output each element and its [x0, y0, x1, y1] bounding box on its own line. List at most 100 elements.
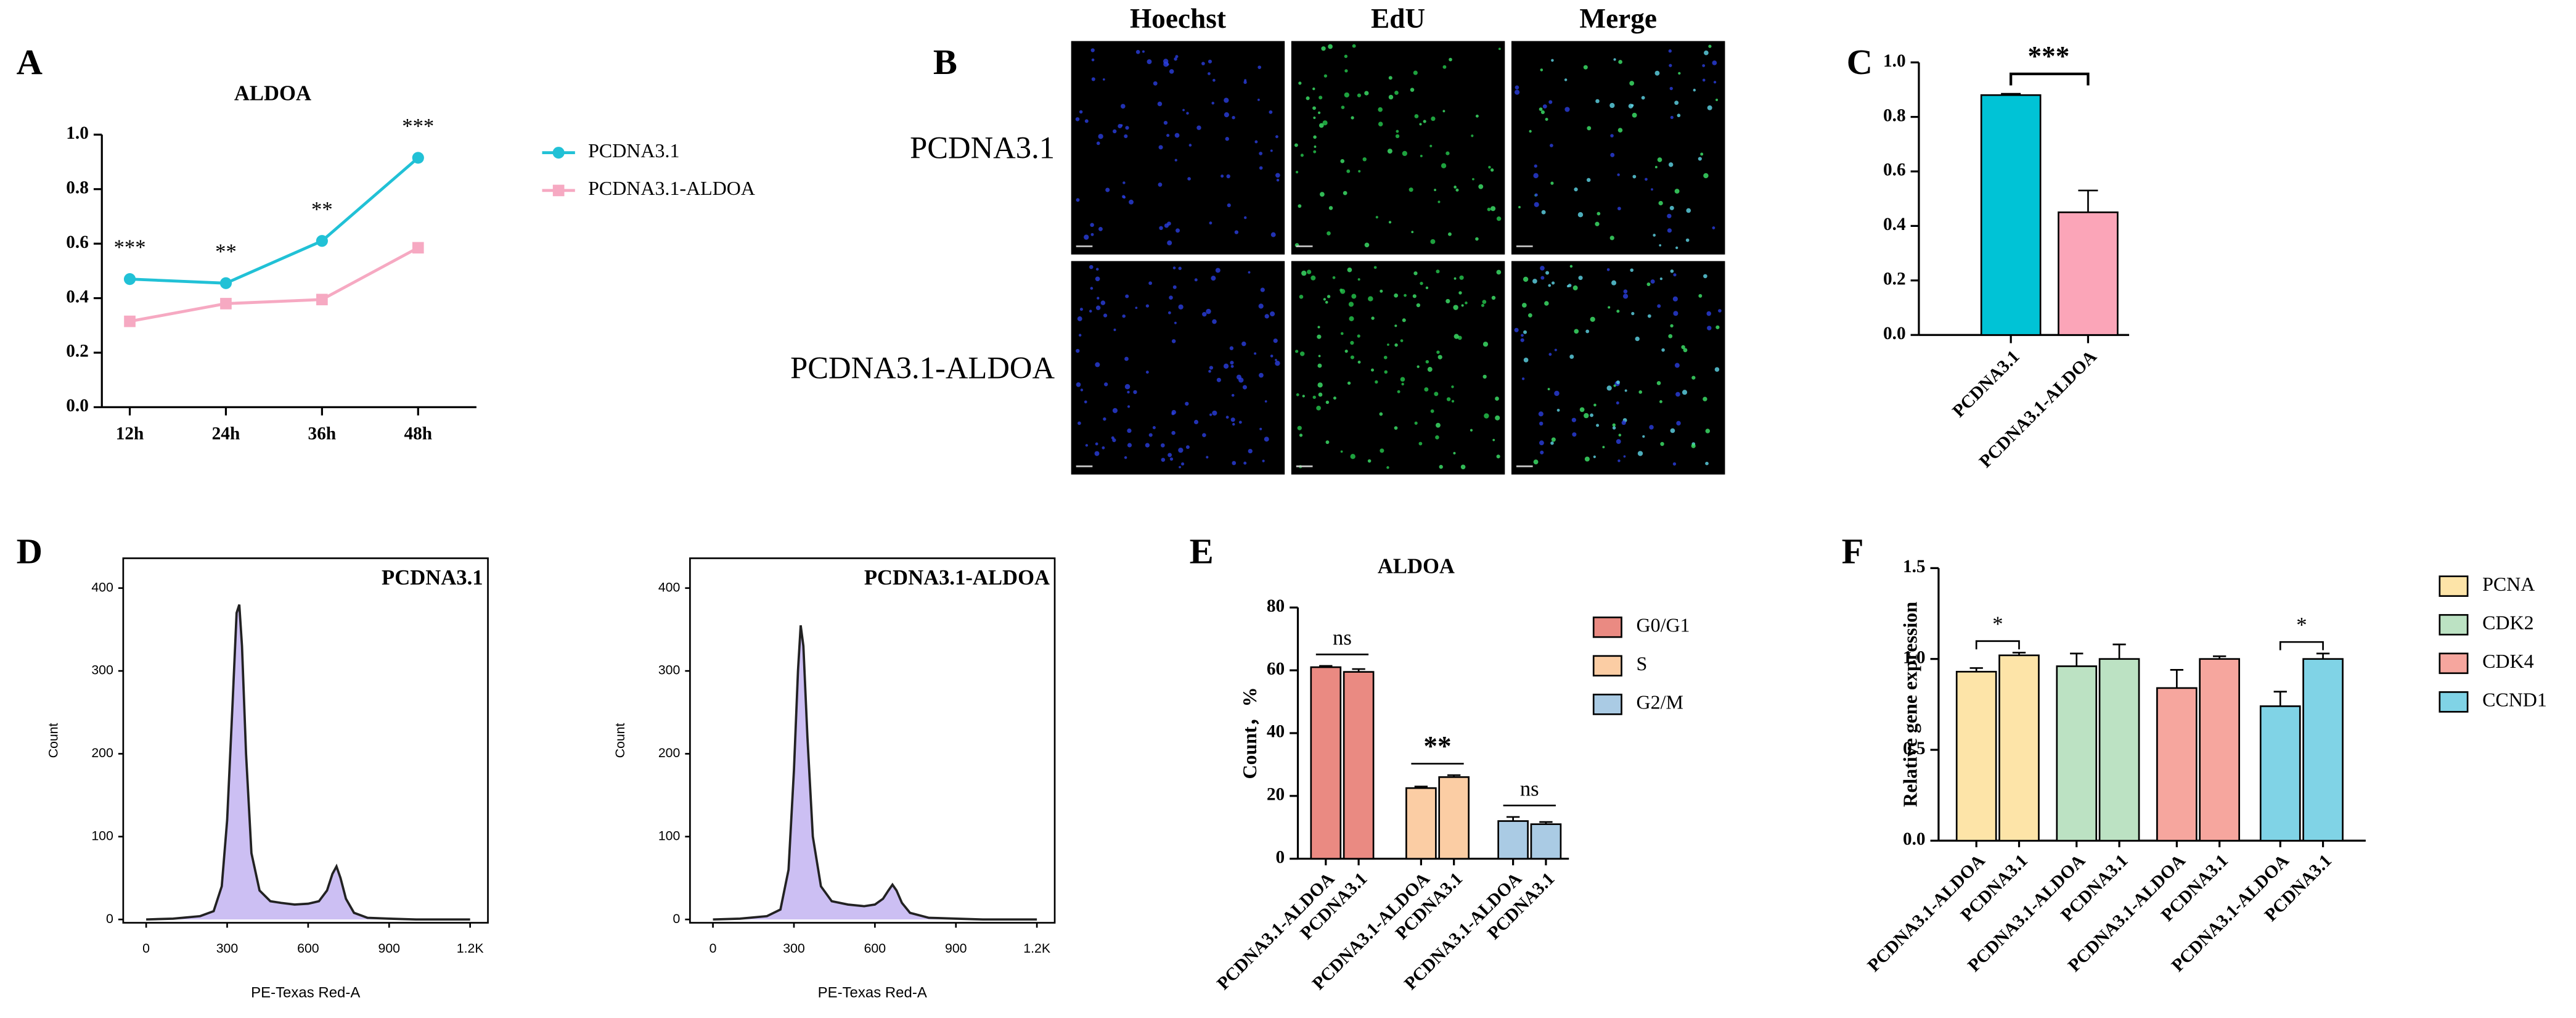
micrograph	[1291, 41, 1505, 255]
cell	[1593, 403, 1597, 407]
x-tick-label: 0	[142, 941, 150, 956]
cell	[1299, 295, 1304, 299]
y-tick-label: 20	[1267, 785, 1285, 805]
bracket	[2279, 641, 2324, 651]
cell	[1340, 289, 1346, 294]
cell	[1715, 325, 1720, 329]
y-tick-label: 200	[658, 745, 681, 760]
cell	[1534, 202, 1539, 207]
cell	[1703, 396, 1707, 401]
cell	[1161, 458, 1166, 462]
cell	[1621, 420, 1626, 425]
cell	[1484, 413, 1489, 419]
cell	[1125, 126, 1129, 130]
cell	[1201, 62, 1205, 65]
cell	[1657, 157, 1662, 162]
cell	[1659, 400, 1662, 403]
cell	[1540, 266, 1545, 271]
series-line	[129, 157, 419, 285]
cell	[1211, 276, 1216, 281]
cell	[1631, 311, 1635, 316]
cell	[1544, 301, 1549, 306]
legend-swatch	[2439, 652, 2469, 675]
cell	[1667, 213, 1672, 219]
cell	[1301, 270, 1307, 276]
annotation: ***	[2028, 41, 2070, 72]
cell	[1554, 390, 1560, 396]
cell	[1270, 355, 1274, 358]
cell	[1597, 211, 1601, 216]
cell	[1169, 295, 1173, 300]
y-tick-label: 0.6	[66, 232, 89, 252]
cell	[1310, 275, 1316, 281]
cell	[1439, 464, 1443, 469]
cell	[1215, 268, 1221, 273]
cell	[1153, 81, 1158, 86]
cell	[1236, 374, 1241, 380]
cell	[1224, 112, 1229, 118]
cell	[1383, 355, 1388, 359]
cell	[1350, 340, 1354, 345]
cell	[1472, 178, 1474, 181]
cell	[1152, 426, 1156, 430]
cell	[1350, 355, 1354, 359]
cell	[1202, 433, 1206, 438]
cell	[1323, 298, 1327, 301]
cell	[1623, 289, 1628, 293]
cell	[1713, 81, 1717, 84]
bracket	[1975, 640, 2020, 650]
cell	[1257, 98, 1260, 101]
cell	[1610, 134, 1614, 138]
cell	[1090, 48, 1095, 52]
cell	[1344, 54, 1348, 59]
cell	[1496, 454, 1500, 459]
cell	[1437, 200, 1441, 203]
cell	[1685, 238, 1690, 242]
column-label: Hoechst	[1130, 3, 1226, 34]
cell	[1590, 413, 1593, 417]
cell	[1445, 298, 1450, 304]
cell	[1470, 429, 1473, 432]
annotation: **	[1423, 731, 1451, 761]
annotation: **	[311, 198, 333, 221]
cell	[1121, 104, 1126, 109]
cell	[1616, 380, 1620, 385]
histogram-fill	[713, 625, 1037, 920]
cell	[1307, 269, 1312, 274]
annotation: ***	[114, 236, 146, 260]
cell	[1102, 446, 1105, 449]
cell	[1596, 424, 1600, 427]
cell	[1451, 385, 1454, 388]
cell	[1206, 456, 1209, 459]
cell	[1227, 203, 1231, 207]
annotation: ns	[1520, 777, 1539, 800]
cell	[1590, 316, 1595, 322]
cell	[1095, 276, 1100, 282]
cell	[1212, 319, 1217, 324]
bar	[2259, 705, 2301, 842]
cell	[1551, 59, 1554, 62]
cell	[1127, 428, 1132, 433]
cell	[1610, 152, 1615, 157]
cell	[1632, 112, 1637, 118]
cell	[1584, 456, 1590, 462]
cell	[1174, 158, 1177, 162]
cell	[1095, 305, 1101, 310]
cell	[1313, 135, 1317, 139]
cell	[1357, 334, 1360, 338]
cell	[1232, 461, 1237, 466]
cell	[1602, 446, 1605, 449]
cell	[1539, 107, 1543, 112]
cell	[1498, 47, 1501, 51]
cell	[1327, 295, 1331, 298]
legend-label: S	[1637, 653, 1648, 675]
cell	[1675, 246, 1678, 250]
cell	[1350, 454, 1355, 459]
cell	[1402, 318, 1406, 322]
y-tick-label: 300	[658, 663, 681, 678]
x-tick-label: 1.2K	[1023, 941, 1050, 956]
cell	[1257, 65, 1262, 70]
cell	[1079, 110, 1083, 114]
cell	[1693, 88, 1696, 92]
cell	[1587, 126, 1592, 131]
